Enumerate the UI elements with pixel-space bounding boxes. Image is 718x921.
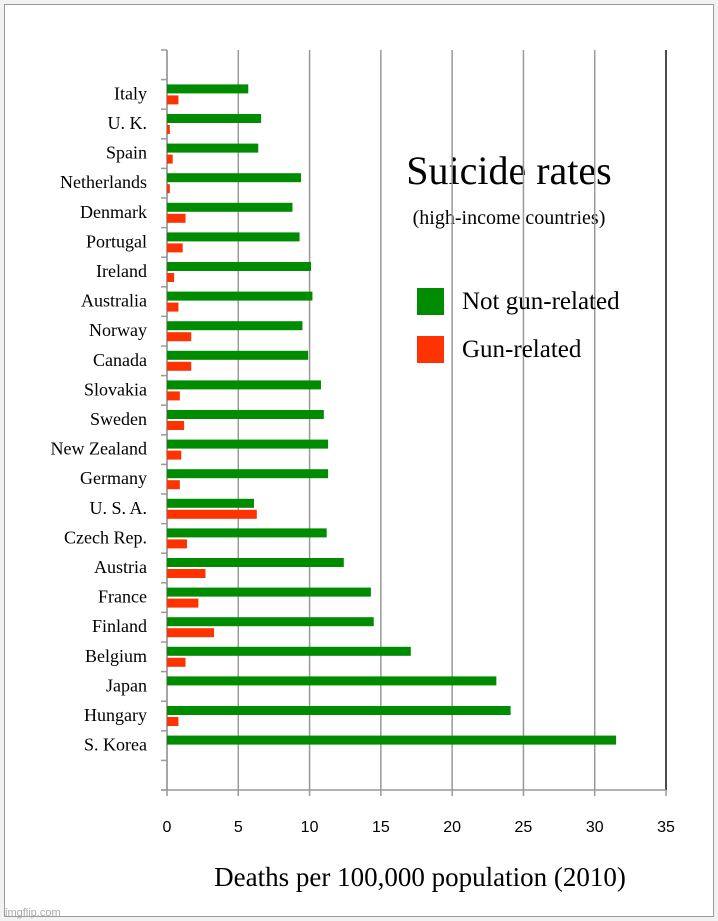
x-axis-label: Deaths per 100,000 population (2010) — [214, 862, 626, 892]
bar-gun-related — [167, 569, 206, 578]
bar-not-gun-related — [167, 114, 262, 123]
bar-not-gun-related — [167, 410, 324, 419]
bar-gun-related — [167, 184, 170, 194]
bar-gun-related — [167, 154, 173, 164]
bar-not-gun-related — [167, 735, 617, 745]
category-label: S. Korea — [84, 735, 147, 755]
category-label: Italy — [114, 83, 147, 103]
bar-not-gun-related — [167, 558, 344, 567]
bar-not-gun-related — [167, 173, 302, 183]
bar-gun-related — [167, 391, 180, 401]
bar-gun-related — [167, 657, 186, 667]
category-label: New Zealand — [51, 439, 147, 459]
bar-not-gun-related — [167, 617, 374, 627]
x-tick-label: 20 — [443, 819, 461, 836]
category-label: Norway — [89, 320, 147, 340]
chart-title: Suicide rates — [406, 148, 612, 193]
bar-not-gun-related — [167, 291, 313, 301]
bar-gun-related — [167, 361, 192, 371]
bar-gun-related — [167, 302, 179, 312]
bar-not-gun-related — [167, 439, 329, 449]
bar-not-gun-related — [167, 528, 327, 538]
bar-not-gun-related — [167, 646, 411, 656]
bar-not-gun-related — [167, 469, 329, 479]
x-tick-label: 15 — [372, 819, 390, 836]
category-label: Hungary — [84, 705, 147, 725]
x-tick-label: 35 — [657, 819, 675, 836]
x-tick-label: 0 — [163, 819, 172, 836]
bar-not-gun-related — [167, 232, 300, 242]
bar-not-gun-related — [167, 706, 511, 715]
category-label: Australia — [81, 291, 147, 311]
bar-not-gun-related — [167, 587, 371, 597]
bar-gun-related — [167, 332, 192, 342]
bar-not-gun-related — [167, 321, 303, 331]
x-tick-label: 25 — [515, 819, 533, 836]
bar-not-gun-related — [167, 143, 259, 153]
category-label: Austria — [94, 557, 147, 577]
x-tick-label: 5 — [234, 819, 243, 836]
category-label: U. S. A. — [89, 498, 147, 518]
bar-gun-related — [167, 213, 186, 223]
category-label: U. K. — [108, 113, 148, 133]
bar-not-gun-related — [167, 202, 293, 212]
category-label: Portugal — [86, 231, 147, 251]
legend-swatch — [417, 288, 444, 315]
bar-gun-related — [167, 125, 170, 134]
category-label: Denmark — [80, 202, 147, 222]
bar-not-gun-related — [167, 380, 321, 390]
category-label: Slovakia — [84, 379, 147, 399]
bar-not-gun-related — [167, 84, 249, 94]
watermark: imgflip.com — [5, 907, 61, 919]
category-label: Canada — [93, 350, 147, 370]
category-label: Sweden — [90, 409, 147, 429]
bar-not-gun-related — [167, 350, 309, 360]
bar-gun-related — [167, 95, 179, 105]
bar-gun-related — [167, 509, 257, 519]
chart-panel — [4, 4, 714, 917]
bar-gun-related — [167, 450, 182, 460]
category-label: Germany — [80, 468, 147, 488]
legend-label: Gun-related — [462, 336, 582, 363]
category-label: Finland — [92, 616, 147, 636]
legend-label: Not gun-related — [462, 288, 620, 315]
x-tick-label: 10 — [301, 819, 319, 836]
bar-not-gun-related — [167, 498, 254, 508]
category-label: Netherlands — [60, 172, 147, 192]
x-tick-label: 30 — [586, 819, 604, 836]
plot-area: 0 5 10 15 20 25 30 35 Italy U. K. Spain Netherlands… — [51, 49, 675, 836]
bar-gun-related — [167, 480, 180, 490]
bar-not-gun-related — [167, 262, 311, 271]
category-label: Ireland — [96, 261, 147, 281]
bar-not-gun-related — [167, 676, 497, 686]
bar-gun-related — [167, 717, 179, 726]
category-label: Czech Rep. — [64, 527, 147, 547]
chart-subtitle: (high-income countries) — [413, 207, 606, 229]
category-label: France — [98, 587, 147, 607]
bar-gun-related — [167, 421, 185, 430]
category-label: Belgium — [85, 646, 147, 666]
legend-swatch — [417, 336, 444, 363]
bar-gun-related — [167, 598, 199, 608]
bar-gun-related — [167, 628, 215, 638]
bar-gun-related — [167, 243, 183, 253]
bar-gun-related — [167, 539, 187, 549]
bar-gun-related — [167, 273, 175, 282]
category-label: Japan — [106, 675, 147, 695]
category-label: Spain — [106, 143, 147, 163]
